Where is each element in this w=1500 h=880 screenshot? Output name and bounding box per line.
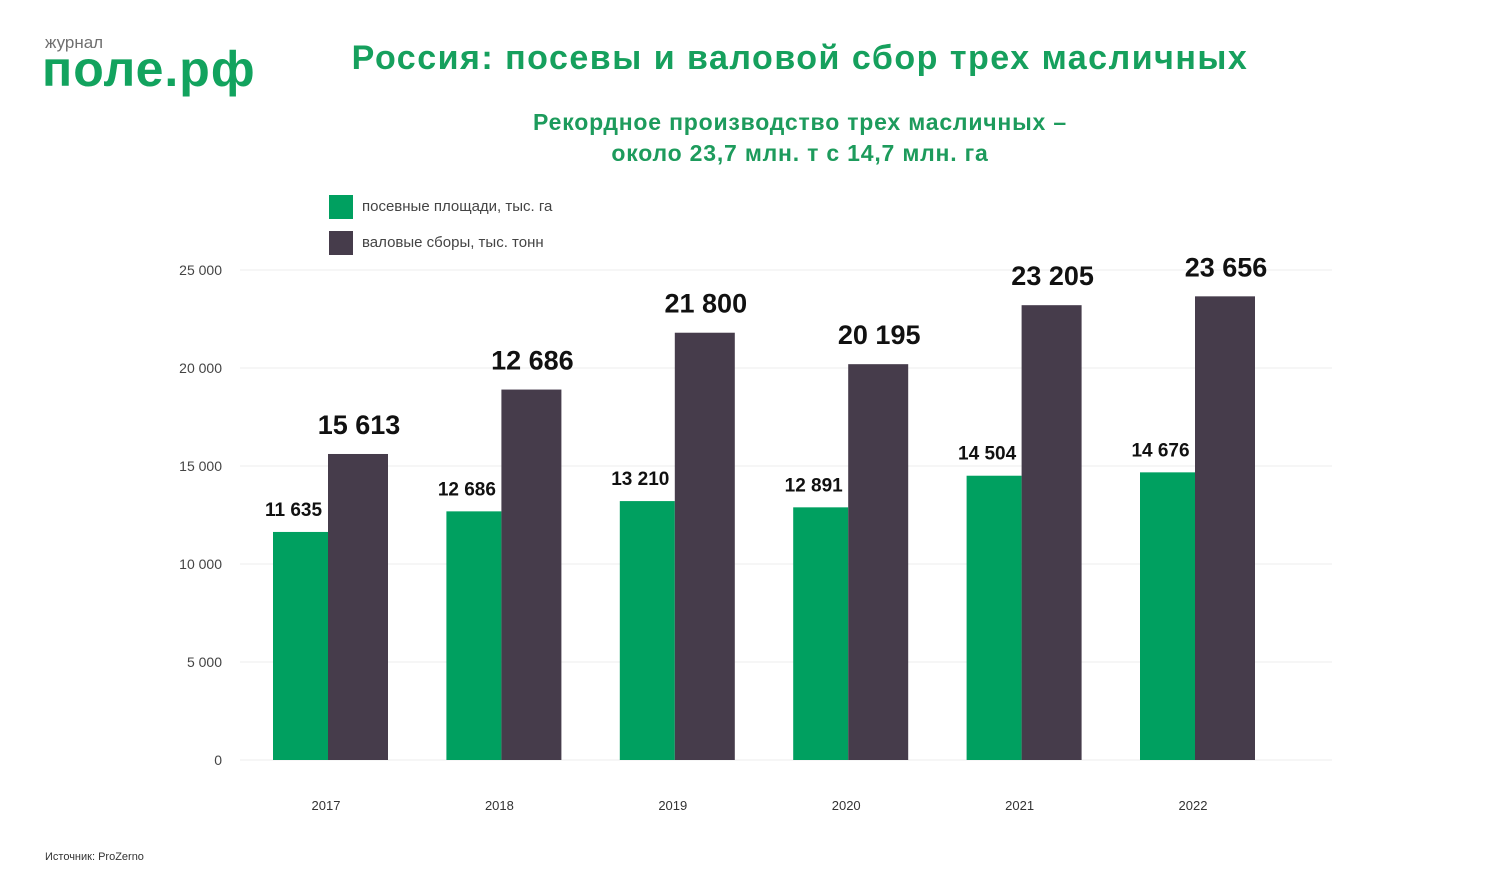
x-tick-label-2021: 2021 <box>1005 798 1034 813</box>
data-label-harvest-2021: 23 205 <box>1011 261 1094 291</box>
logo-journal-label: журнал <box>45 33 104 52</box>
data-label-area-2020: 12 891 <box>785 475 844 496</box>
y-tick-label: 5 000 <box>187 654 222 670</box>
y-tick-label: 10 000 <box>179 556 222 572</box>
data-label-area-2021: 14 504 <box>958 444 1017 465</box>
bar-harvest-2022 <box>1195 296 1255 760</box>
chart-subtitle-line-2: около 23,7 млн. т с 14,7 млн. га <box>611 140 989 166</box>
legend-label-area: посевные площади, тыс. га <box>362 198 553 215</box>
data-label-area-2018: 12 686 <box>438 479 496 500</box>
data-label-area-2017: 11 635 <box>265 500 322 521</box>
bar-area-2020 <box>793 507 849 760</box>
page-title: Россия: посевы и валовой сбор трех масли… <box>351 39 1249 77</box>
data-label-harvest-2022: 23 656 <box>1185 252 1268 282</box>
logo-wordmark: поле.рф <box>42 41 256 97</box>
y-tick-label: 20 000 <box>179 360 222 376</box>
bar-harvest-2021 <box>1021 305 1082 760</box>
y-tick-label: 15 000 <box>179 458 222 474</box>
x-tick-label-2022: 2022 <box>1179 798 1208 813</box>
bar-area-2019 <box>619 501 675 760</box>
bar-harvest-2020 <box>848 364 909 760</box>
data-label-area-2019: 13 210 <box>611 469 669 490</box>
legend-swatch-harvest <box>329 231 353 255</box>
chart-bars <box>273 296 1255 760</box>
y-tick-label: 0 <box>214 752 222 768</box>
data-label-harvest-2018: 12 686 <box>491 346 574 376</box>
bar-area-2018 <box>446 511 502 760</box>
bar-harvest-2018 <box>501 389 562 760</box>
bar-area-2022 <box>1140 472 1195 760</box>
x-tick-label-2020: 2020 <box>832 798 861 813</box>
source-note: Источник: ProZerno <box>45 851 144 863</box>
bar-area-2017 <box>273 531 328 760</box>
data-label-harvest-2020: 20 195 <box>838 320 921 350</box>
y-tick-label: 25 000 <box>179 262 222 278</box>
legend-swatch-area <box>329 195 353 219</box>
legend-label-harvest: валовые сборы, тыс. тонн <box>362 234 544 251</box>
x-tick-label-2018: 2018 <box>485 798 514 813</box>
chart-grid: 0 5 000 10 000 15 000 20 000 25 000 <box>179 262 1332 768</box>
x-tick-label-2019: 2019 <box>658 798 687 813</box>
bar-area-2021 <box>966 475 1022 760</box>
data-label-harvest-2019: 21 800 <box>665 289 748 319</box>
x-tick-label-2017: 2017 <box>312 798 341 813</box>
chart-labels: 11 635 15 613 2017 12 686 12 686 2018 13 210 21… <box>265 252 1267 813</box>
chart-subtitle: Рекордное производство трех масличных – … <box>400 107 1200 169</box>
chart-subtitle-line-1: Рекордное производство трех масличных – <box>533 109 1067 135</box>
data-label-area-2022: 14 676 <box>1131 440 1189 461</box>
bar-harvest-2019 <box>674 332 735 760</box>
bar-harvest-2017 <box>328 453 388 760</box>
data-label-harvest-2017: 15 613 <box>318 410 401 440</box>
